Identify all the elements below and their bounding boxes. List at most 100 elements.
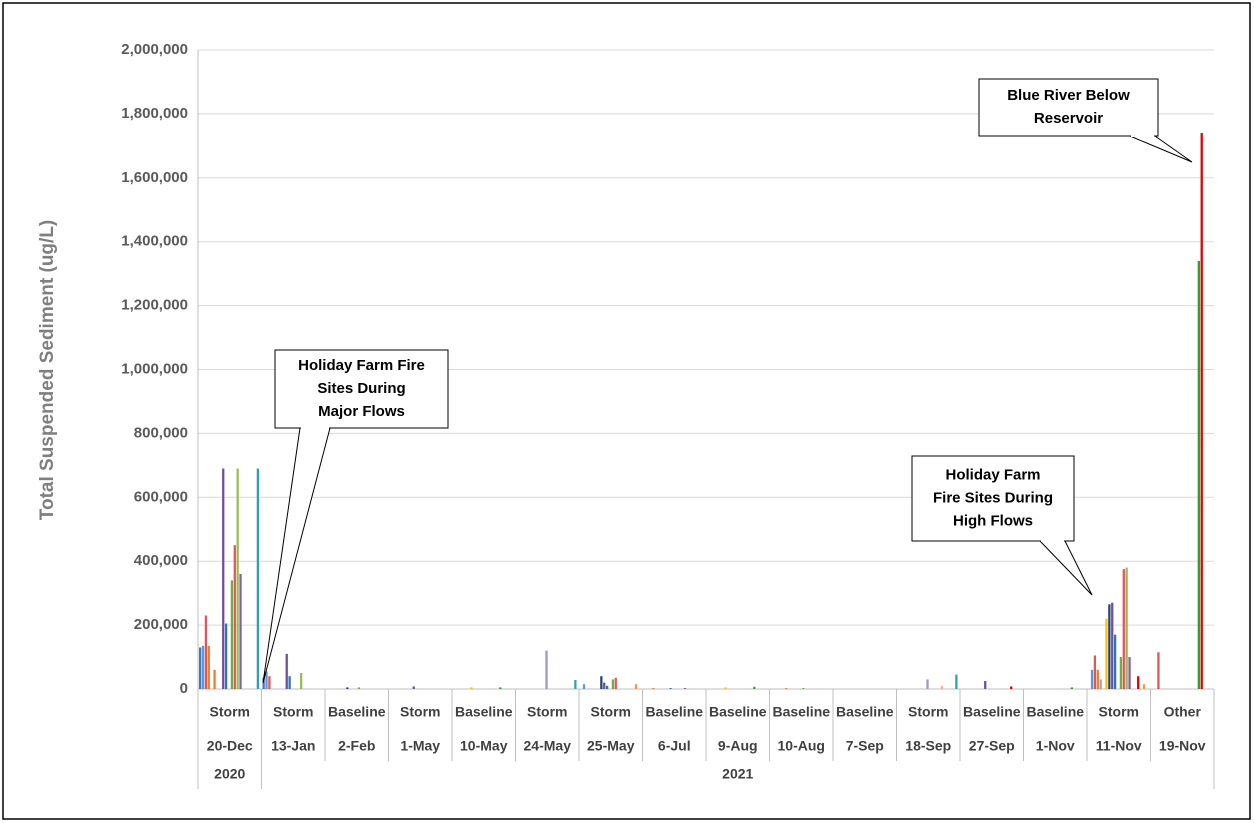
y-axis-label: Total Suspended Sediment (ug/L) bbox=[37, 220, 58, 520]
bar bbox=[233, 545, 236, 689]
bar bbox=[499, 687, 502, 689]
category-type: Baseline bbox=[455, 704, 513, 720]
callout-text: Blue River Below bbox=[1007, 87, 1130, 104]
category-date: 10-May bbox=[460, 738, 508, 754]
category-type: Storm bbox=[1099, 704, 1139, 720]
callout-box bbox=[274, 349, 449, 429]
category-date: 2-Feb bbox=[338, 738, 375, 754]
bar bbox=[1108, 604, 1111, 689]
bar bbox=[1096, 669, 1099, 689]
category-date: 11-Nov bbox=[1096, 738, 1142, 754]
category-date: 6-Jul bbox=[658, 738, 691, 754]
callout-text: Holiday Farm bbox=[945, 466, 1040, 483]
category-type: Baseline bbox=[963, 704, 1021, 720]
category-date: 20-Dec bbox=[207, 738, 253, 754]
category-type: Baseline bbox=[836, 704, 894, 720]
category-date: 19-Nov bbox=[1159, 738, 1206, 754]
bar bbox=[230, 580, 234, 689]
bar bbox=[1105, 618, 1108, 689]
category-date: 7-Sep bbox=[846, 738, 884, 754]
callout-text: Fire Sites During bbox=[933, 489, 1053, 506]
bar bbox=[262, 677, 265, 689]
bar bbox=[1122, 569, 1125, 689]
y-tick-label: 200,000 bbox=[134, 616, 188, 633]
callout-text: Reservoir bbox=[1034, 110, 1103, 127]
callout-text: High Flows bbox=[953, 512, 1033, 529]
bar bbox=[300, 673, 303, 689]
bar bbox=[239, 573, 242, 689]
bar bbox=[652, 688, 655, 689]
bar bbox=[603, 682, 606, 689]
bar bbox=[1111, 602, 1114, 689]
bar bbox=[204, 615, 208, 689]
bar bbox=[470, 687, 473, 689]
bar bbox=[1099, 679, 1102, 689]
bar bbox=[346, 687, 349, 689]
bar bbox=[199, 647, 202, 689]
bar bbox=[236, 468, 239, 689]
y-tick-label: 800,000 bbox=[134, 424, 188, 441]
category-type: Baseline bbox=[1026, 704, 1084, 720]
bar bbox=[784, 688, 788, 689]
y-tick-label: 1,400,000 bbox=[121, 233, 188, 250]
bar bbox=[605, 685, 609, 689]
category-type: Baseline bbox=[328, 704, 386, 720]
bar bbox=[256, 468, 260, 689]
bar bbox=[545, 650, 548, 689]
callout-text: Sites During bbox=[317, 380, 405, 397]
category-date: 18-Sep bbox=[905, 738, 951, 754]
bar bbox=[1137, 676, 1140, 689]
y-tick-label: 0 bbox=[180, 680, 188, 697]
bar bbox=[984, 681, 987, 689]
callout-text: Holiday Farm Fire bbox=[298, 357, 425, 374]
bar bbox=[669, 688, 672, 689]
bar bbox=[1010, 686, 1013, 689]
bar bbox=[1200, 133, 1203, 689]
y-tick-label: 1,800,000 bbox=[121, 105, 188, 122]
bar bbox=[582, 684, 586, 689]
category-date: 10-Aug bbox=[778, 738, 825, 754]
category-date: 25-May bbox=[587, 738, 635, 754]
y-tick-label: 400,000 bbox=[134, 552, 188, 569]
bar bbox=[1128, 657, 1131, 689]
category-type: Baseline bbox=[645, 704, 703, 720]
bar bbox=[207, 645, 210, 689]
bar bbox=[288, 676, 291, 689]
bar bbox=[1090, 669, 1094, 689]
category-year: 2020 bbox=[214, 766, 245, 782]
y-tick-label: 1,200,000 bbox=[121, 297, 188, 314]
bar bbox=[268, 676, 271, 689]
category-date: 24-May bbox=[524, 738, 572, 754]
bar bbox=[201, 645, 205, 689]
category-type: Other bbox=[1164, 704, 1202, 720]
bar bbox=[955, 674, 958, 689]
bar bbox=[1113, 634, 1117, 689]
category-date: 1-Nov bbox=[1036, 738, 1075, 754]
bar bbox=[265, 671, 268, 689]
bar bbox=[224, 623, 228, 689]
y-tick-label: 1,000,000 bbox=[121, 360, 188, 377]
category-type: Storm bbox=[273, 704, 313, 720]
bar bbox=[1070, 687, 1073, 689]
bar bbox=[412, 686, 415, 689]
bar bbox=[940, 685, 944, 689]
bar bbox=[724, 687, 727, 689]
callout-box bbox=[978, 78, 1159, 137]
bar bbox=[285, 653, 288, 689]
category-date: 1-May bbox=[400, 738, 440, 754]
category-type: Baseline bbox=[709, 704, 767, 720]
bar bbox=[634, 684, 638, 689]
y-tick-label: 2,000,000 bbox=[121, 41, 188, 58]
category-type: Storm bbox=[908, 704, 948, 720]
bar bbox=[802, 688, 805, 689]
category-type: Storm bbox=[400, 704, 440, 720]
bar bbox=[926, 679, 929, 689]
bar bbox=[1197, 260, 1200, 689]
bar bbox=[683, 688, 687, 689]
bar bbox=[357, 687, 361, 689]
category-date: 27-Sep bbox=[969, 738, 1015, 754]
bar bbox=[213, 669, 216, 689]
bar bbox=[1125, 567, 1128, 689]
callout-text: Major Flows bbox=[318, 403, 405, 420]
